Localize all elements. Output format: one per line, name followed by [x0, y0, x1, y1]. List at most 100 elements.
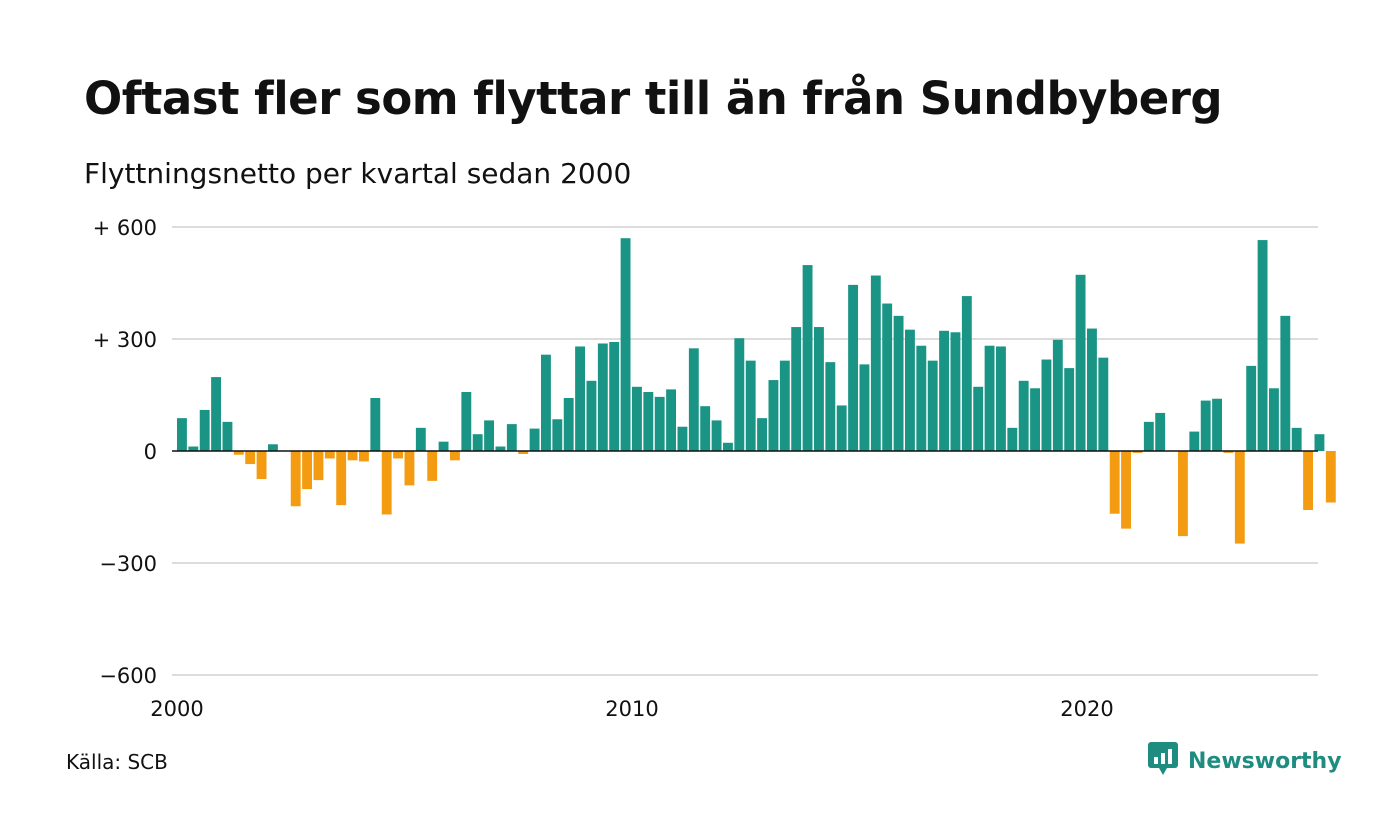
- bar: [177, 418, 187, 451]
- bar: [723, 442, 733, 451]
- bar: [1018, 380, 1029, 451]
- x-tick-label: 2020: [1060, 697, 1113, 721]
- bar: [1007, 427, 1018, 451]
- source-note: Källa: SCB: [66, 750, 168, 774]
- bar: [779, 360, 790, 451]
- bar: [563, 397, 574, 451]
- bar: [1189, 431, 1200, 451]
- bar: [472, 434, 483, 451]
- bar: [586, 380, 597, 451]
- bar: [336, 451, 347, 506]
- bar: [1155, 412, 1166, 451]
- bar: [302, 451, 313, 490]
- bar: [643, 392, 654, 451]
- bar: [1234, 451, 1245, 544]
- bar: [199, 409, 210, 451]
- bar: [961, 296, 972, 451]
- bar: [211, 377, 222, 451]
- bar: [1269, 388, 1279, 451]
- bar: [1041, 359, 1052, 451]
- bar: [836, 405, 847, 451]
- grid-layer: [172, 226, 1318, 676]
- bar: [814, 327, 824, 451]
- bar-layer: [177, 238, 1336, 544]
- bar: [859, 364, 870, 451]
- bar: [1325, 451, 1336, 503]
- newsworthy-icon: [1148, 742, 1178, 780]
- bar: [541, 354, 551, 451]
- brand-name: Newsworthy: [1188, 748, 1342, 774]
- x-tick-label: 2010: [605, 697, 658, 721]
- bar: [1030, 388, 1041, 451]
- chart-title: Oftast fler som flyttar till än från Sun…: [84, 72, 1223, 125]
- bar: [1121, 451, 1132, 529]
- bar: [1246, 365, 1257, 451]
- bar: [1052, 339, 1063, 451]
- bar: [757, 418, 768, 451]
- bar: [1075, 274, 1086, 451]
- chart-subtitle: Flyttningsnetto per kvartal sedan 2000: [84, 157, 632, 190]
- bar: [916, 345, 927, 451]
- bar: [597, 343, 608, 451]
- bar: [1223, 451, 1234, 453]
- bar: [256, 451, 267, 479]
- bar: [950, 332, 961, 451]
- bar: [393, 451, 404, 459]
- bar: [188, 446, 199, 451]
- bar: [245, 451, 256, 465]
- bar: [484, 420, 495, 451]
- bar: [290, 451, 301, 507]
- bar: [313, 451, 324, 481]
- bar: [1212, 398, 1223, 451]
- bar: [711, 420, 722, 451]
- bar: [620, 238, 631, 451]
- bar: [1291, 427, 1302, 451]
- bar: [632, 386, 642, 451]
- bar: [427, 451, 438, 481]
- bar: [677, 426, 688, 451]
- y-tick-label: 0: [144, 440, 157, 464]
- bar: [939, 330, 950, 451]
- y-tick-label: + 600: [93, 216, 157, 240]
- bar: [1098, 357, 1109, 451]
- bar: [905, 329, 915, 451]
- bar: [791, 327, 802, 451]
- bar: [996, 346, 1006, 451]
- bar: [984, 345, 995, 451]
- bar: [1257, 240, 1268, 451]
- bar: [404, 451, 415, 486]
- bar: [1200, 400, 1211, 451]
- bar: [973, 386, 984, 451]
- bar: [825, 362, 836, 451]
- bar: [359, 451, 369, 462]
- y-tick-label: + 300: [93, 328, 157, 352]
- bar: [233, 451, 244, 455]
- bar: [1178, 451, 1188, 537]
- bar: [893, 315, 904, 451]
- bar: [1314, 434, 1325, 451]
- bar: [1303, 451, 1314, 510]
- bar: [1132, 451, 1143, 453]
- bar: [609, 341, 620, 451]
- bar: [268, 444, 278, 451]
- bar: [1087, 328, 1097, 451]
- bar: [882, 303, 893, 451]
- bar: [802, 265, 813, 451]
- bar: [870, 275, 881, 451]
- bar: [1109, 451, 1120, 514]
- bar: [575, 346, 586, 451]
- bar: [222, 421, 233, 451]
- bar: [552, 419, 563, 451]
- bar: [518, 451, 529, 454]
- bar: [654, 396, 665, 451]
- bar: [347, 451, 358, 461]
- x-tick-label: 2000: [150, 697, 203, 721]
- bar: [734, 338, 745, 451]
- bar: [370, 397, 381, 451]
- bar: [927, 360, 938, 451]
- y-tick-label: −600: [99, 664, 157, 688]
- bar: [415, 427, 426, 451]
- bar: [688, 348, 699, 451]
- bar: [768, 380, 779, 451]
